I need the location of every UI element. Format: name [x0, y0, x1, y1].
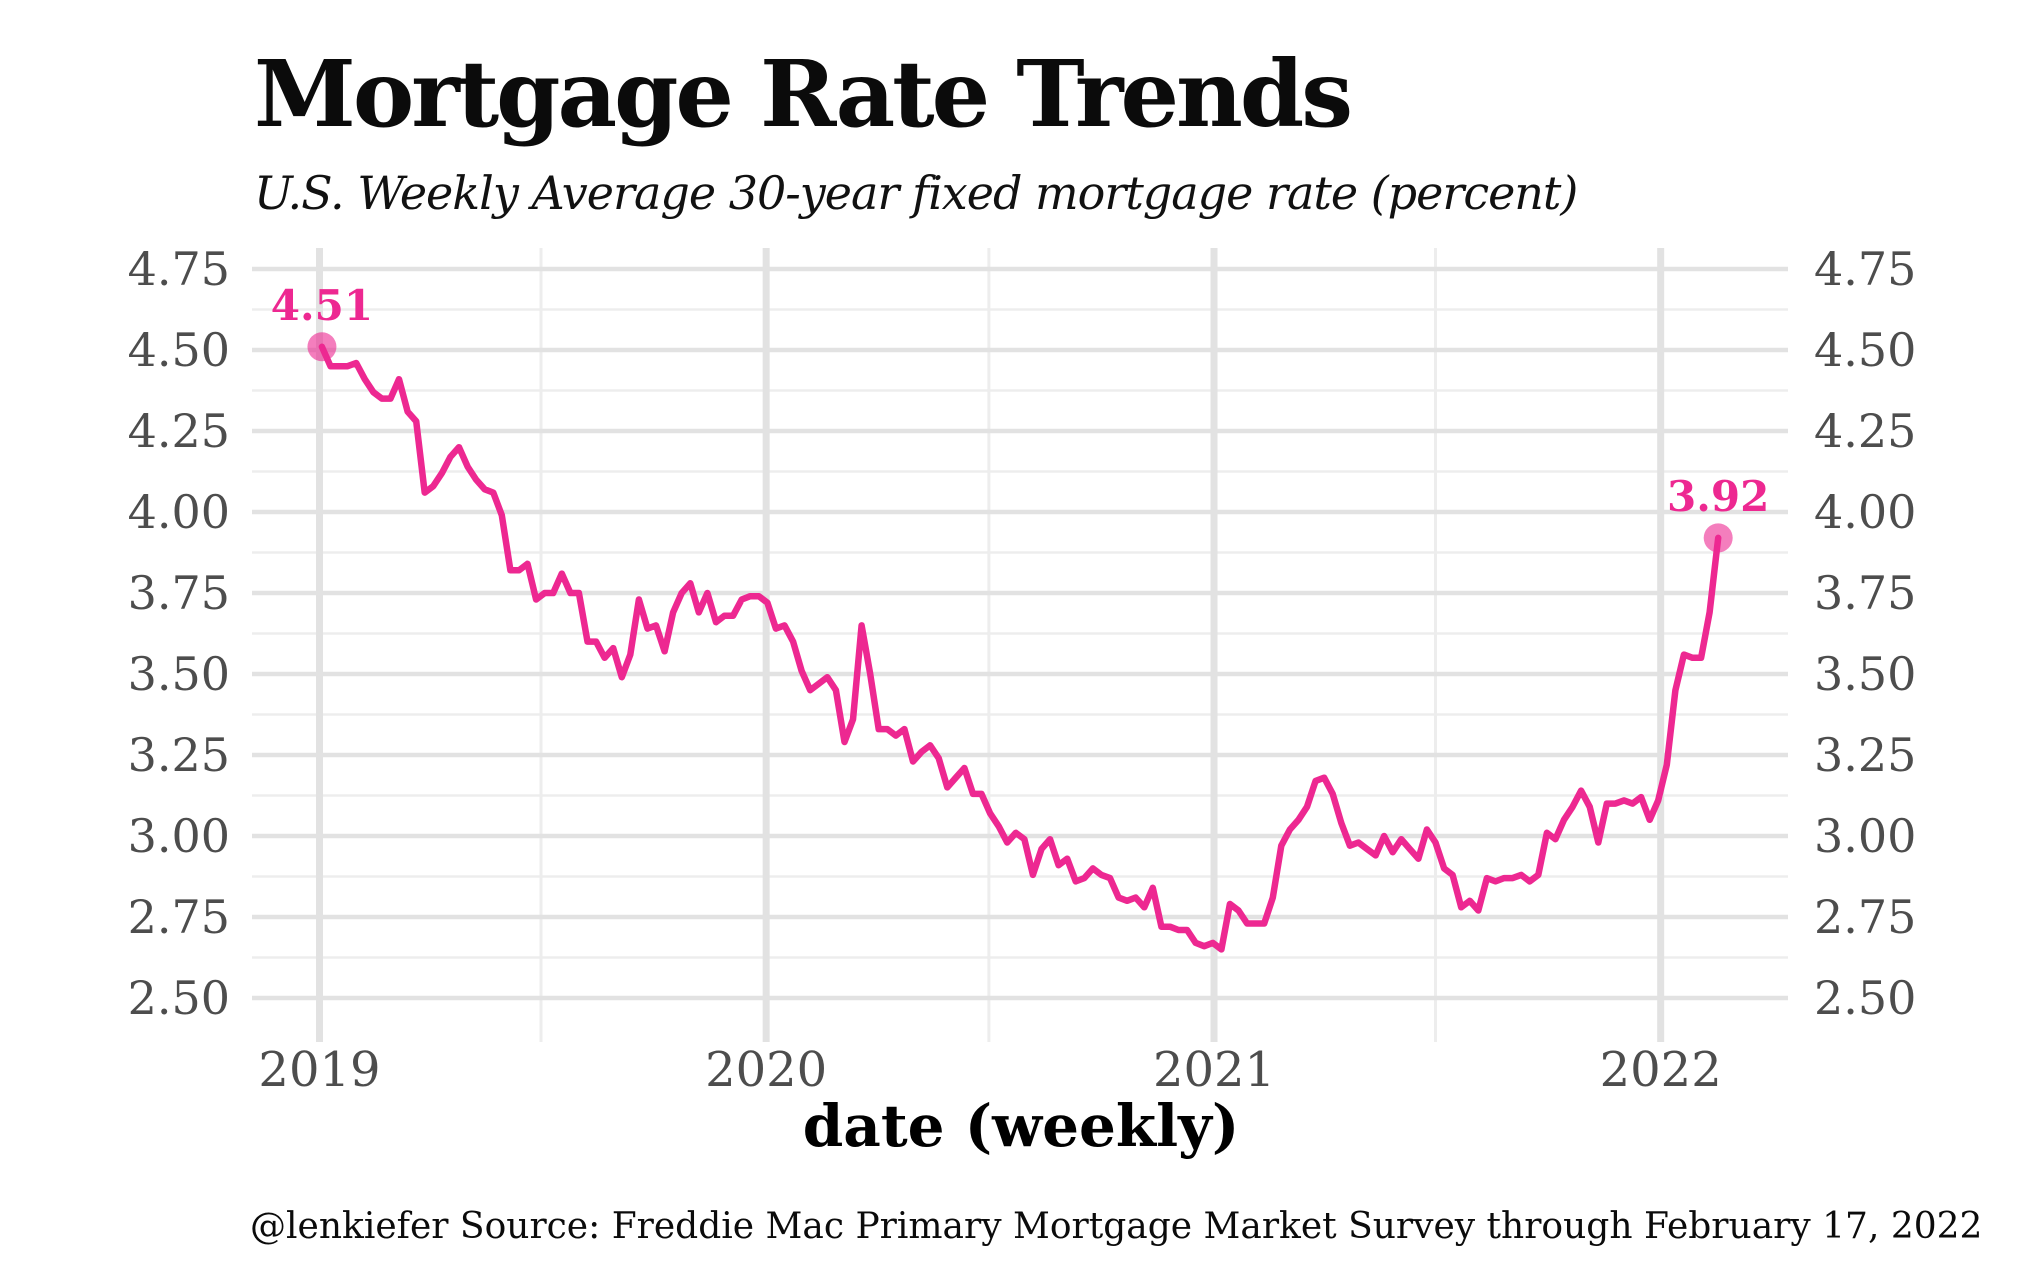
endpoint-value-label: 3.92: [1667, 472, 1769, 521]
chart-title: Mortgage Rate Trends: [254, 40, 1353, 148]
y-axis-tick-label-left: 2.75: [128, 890, 230, 944]
x-axis-tick-label: 2021: [1153, 1042, 1275, 1098]
x-axis-title: date (weekly): [802, 1092, 1240, 1160]
y-axis-tick-label-right: 4.75: [1814, 242, 1916, 296]
x-axis-tick-label: 2022: [1600, 1042, 1722, 1098]
y-axis-tick-label-left: 4.75: [128, 242, 230, 296]
y-axis-tick-label-right: 2.50: [1814, 971, 1916, 1025]
y-axis-tick-label-left: 4.25: [128, 404, 230, 458]
y-axis-tick-label-right: 3.50: [1814, 647, 1916, 701]
y-axis-tick-label-right: 4.50: [1814, 323, 1916, 377]
axis-tick-labels: 4.75 4.75 4.50 4.50 4.25 4.25 4.00 4.00 3.75 3.75…: [128, 242, 1917, 1098]
rate-line-series: [318, 343, 1722, 953]
y-axis-tick-label-right: 3.00: [1814, 809, 1916, 863]
y-axis-tick-label-right: 4.25: [1814, 404, 1916, 458]
y-axis-tick-label-left: 4.00: [128, 485, 230, 539]
y-axis-tick-label-right: 4.00: [1814, 485, 1916, 539]
y-axis-tick-label-right: 2.75: [1814, 890, 1916, 944]
y-axis-tick-label-left: 4.50: [128, 323, 230, 377]
y-axis-tick-label-right: 3.75: [1814, 566, 1916, 620]
mortgage-rate-line: [318, 343, 1722, 953]
x-axis-tick-label: 2020: [705, 1042, 827, 1098]
y-axis-tick-label-right: 3.25: [1814, 728, 1916, 782]
x-axis-tick-label: 2019: [258, 1042, 380, 1098]
annotations: 4.51 3.92: [271, 281, 1769, 553]
y-axis-tick-label-left: 3.50: [128, 647, 230, 701]
y-axis-tick-label-left: 3.00: [128, 809, 230, 863]
y-axis-tick-label-left: 3.25: [128, 728, 230, 782]
gridlines-major: [252, 248, 1788, 1042]
chart-subtitle: U.S. Weekly Average 30-year fixed mortga…: [254, 166, 1578, 220]
source-caption: @lenkiefer Source: Freddie Mac Primary M…: [250, 1206, 1983, 1247]
endpoint-marker: [1703, 523, 1733, 553]
y-axis-tick-label-left: 2.50: [128, 971, 230, 1025]
gridlines-minor: [252, 248, 1788, 1042]
endpoint-value-label: 4.51: [271, 281, 373, 330]
y-axis-tick-label-left: 3.75: [128, 566, 230, 620]
endpoint-marker: [307, 332, 337, 362]
